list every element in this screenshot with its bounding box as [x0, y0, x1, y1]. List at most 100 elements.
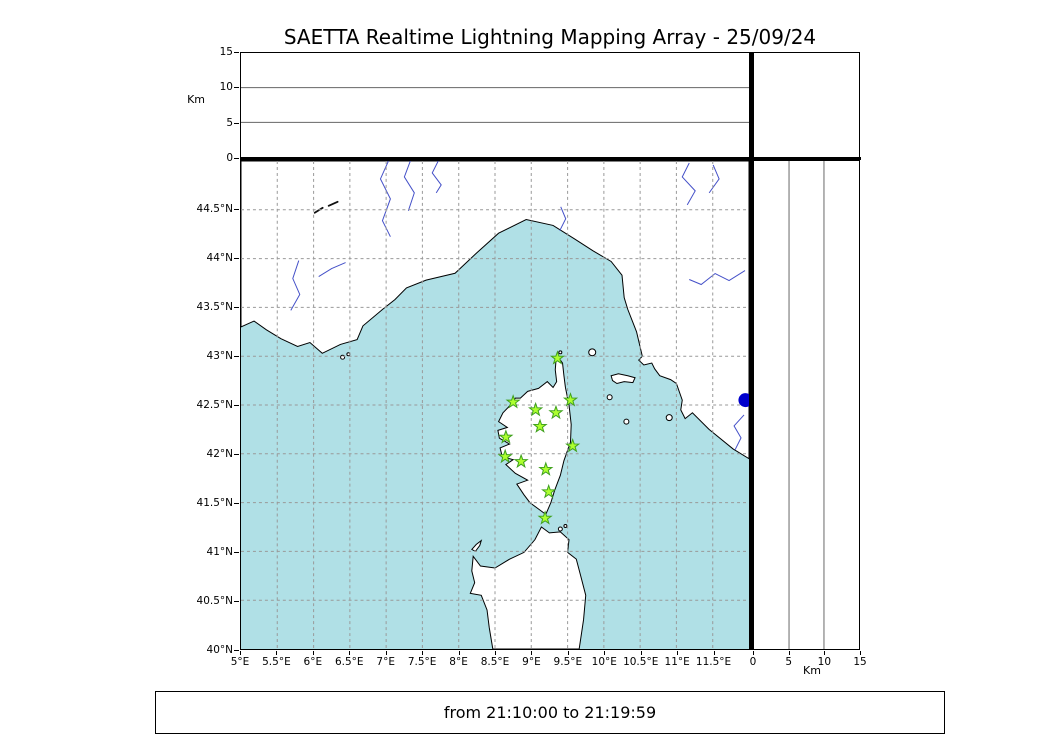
lat-tick-label: 41°N: [206, 546, 233, 558]
event-marker: [738, 393, 749, 408]
river: [379, 161, 391, 237]
river: [318, 262, 346, 277]
tick-mark: [234, 307, 239, 308]
lat-tick-label: 42°N: [206, 448, 233, 460]
tick-mark: [234, 122, 239, 124]
tick-mark: [640, 651, 642, 655]
altitude-tick-label: 15: [853, 656, 867, 668]
lon-tick-label: 5.5°E: [262, 656, 291, 668]
lon-tick-label: 9°E: [522, 656, 541, 668]
river: [681, 162, 696, 206]
lat-tick-label: 40.5°N: [196, 595, 233, 607]
tick-mark: [234, 503, 239, 504]
altitude-tick-label: 10: [219, 81, 233, 94]
lma-station-star: [565, 438, 581, 453]
river: [403, 161, 415, 211]
tick-mark: [531, 651, 533, 655]
lma-station-star: [549, 350, 565, 365]
tick-mark: [788, 651, 790, 655]
altitude-histogram-panel: [753, 52, 860, 158]
altitude-vs-longitude-panel: [240, 52, 750, 158]
altitude-tick-label: 0: [226, 152, 233, 164]
tick-mark: [234, 52, 239, 53]
tick-mark: [276, 651, 278, 655]
time-range-text: from 21:10:00 to 21:19:59: [443, 703, 657, 722]
tick-mark: [234, 158, 239, 159]
lma-station-star: [548, 404, 564, 420]
tick-mark: [234, 258, 239, 259]
lma-station-star: [532, 418, 548, 433]
islet: [588, 348, 597, 357]
elba-island: [610, 373, 636, 385]
lon-tick-label: 11°E: [664, 656, 690, 668]
tick-mark: [860, 651, 861, 655]
river: [559, 206, 567, 231]
lat-tick-label: 41.5°N: [196, 497, 233, 509]
tick-mark: [240, 651, 241, 655]
lon-tick-label: 10°E: [591, 656, 617, 668]
tick-mark: [677, 651, 679, 655]
lat-tick-label: 43°N: [206, 350, 233, 362]
tick-mark: [349, 651, 351, 655]
tick-mark: [234, 454, 239, 455]
chart-title: SAETTA Realtime Lightning Mapping Array …: [283, 25, 817, 49]
lon-tick-label: 10.5°E: [623, 656, 659, 668]
tick-mark: [713, 651, 715, 655]
altitude-tick-label: 0: [749, 656, 757, 668]
lon-tick-label: 9.5°E: [553, 656, 583, 668]
lma-station-star: [537, 510, 553, 525]
river: [708, 164, 720, 194]
altitude-tick-label: 10: [817, 656, 832, 668]
altitude-tick-label: 15: [219, 46, 233, 58]
lon-tick-label: 8.5°E: [480, 656, 510, 668]
tick-mark: [234, 405, 239, 406]
tick-mark: [604, 651, 606, 655]
tick-mark: [385, 651, 387, 655]
corsica-coastline: [497, 355, 572, 516]
islet: [563, 524, 568, 528]
islet: [557, 526, 563, 532]
altitude-longitude-plot: [241, 87, 749, 123]
time-range-bar: from 21:10:00 to 21:19:59: [155, 691, 945, 734]
lon-tick-label: 8°E: [449, 656, 468, 668]
lat-tick-label: 44.5°N: [196, 203, 233, 215]
lat-tick-label: 42.5°N: [196, 399, 233, 411]
lake: [327, 200, 339, 207]
islet: [606, 394, 613, 401]
lat-tick-label: 40°N: [206, 644, 233, 656]
lma-station-star: [541, 483, 557, 499]
lma-station-star: [505, 394, 521, 409]
tick-mark: [234, 356, 239, 357]
lat-tick-label: 44°N: [206, 252, 233, 264]
tick-mark: [753, 651, 754, 655]
islet: [558, 350, 563, 355]
tick-mark: [234, 552, 239, 553]
lma-station-star: [513, 453, 529, 469]
lma-station-star: [497, 448, 513, 464]
lma-station-star: [528, 401, 544, 417]
river: [431, 161, 442, 194]
tick-mark: [567, 651, 569, 655]
islet: [665, 414, 673, 422]
lon-tick-label: 11.5°E: [695, 656, 732, 668]
river: [689, 270, 746, 286]
river: [733, 414, 745, 451]
tick-mark: [234, 650, 239, 651]
panel-divider-vertical: [750, 52, 753, 650]
lon-tick-label: 5°E: [230, 656, 250, 668]
lma-station-star: [498, 429, 514, 444]
map-panel: [240, 160, 750, 650]
lon-tick-label: 6°E: [303, 656, 323, 668]
altitude-axis-label-top: Km: [187, 93, 205, 106]
lon-tick-label: 7.5°E: [407, 656, 437, 668]
plan-view-map: [241, 161, 749, 649]
tick-mark: [234, 87, 239, 89]
altitude-latitude-plot: [788, 161, 825, 649]
tick-mark: [495, 651, 496, 655]
tick-mark: [312, 651, 314, 655]
sardinia-coastline: [469, 526, 587, 649]
tick-mark: [234, 601, 239, 602]
altitude-vs-latitude-panel: [753, 160, 860, 650]
islet: [623, 418, 630, 425]
